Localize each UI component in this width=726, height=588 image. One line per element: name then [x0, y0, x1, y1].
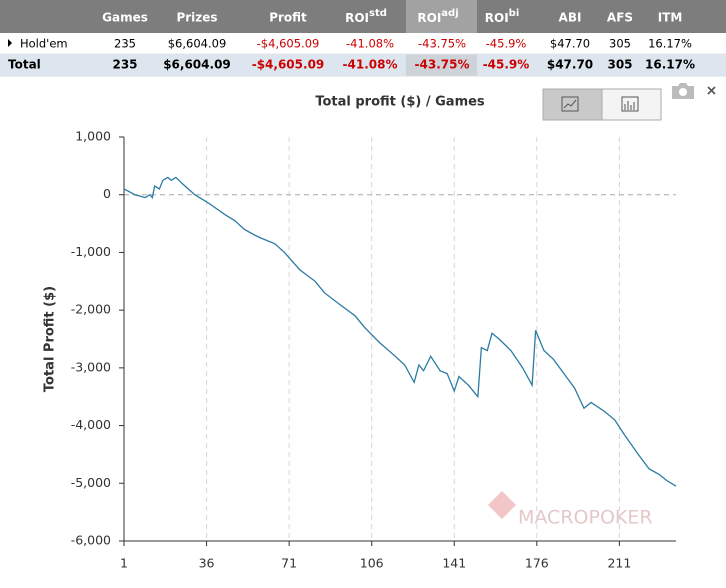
chart-type-toggle	[542, 88, 662, 121]
table-cell: 305	[609, 37, 631, 51]
table-cell: 235	[114, 37, 136, 51]
table-header-bg	[0, 0, 726, 33]
column-header: ABI	[559, 11, 582, 25]
table-cell: 16.17%	[645, 58, 695, 72]
table-cell: -$4,605.09	[257, 37, 320, 51]
y-tick-label: -3,000	[71, 359, 111, 374]
row-label: Total	[8, 58, 41, 72]
y-tick-label: -1,000	[71, 244, 111, 259]
table-cell: 305	[607, 58, 632, 72]
column-header: Games	[102, 11, 148, 25]
y-tick-label: -4,000	[71, 417, 111, 432]
row-label: Hold'em	[20, 37, 68, 51]
total-row-bg	[0, 54, 726, 76]
expand-arrow[interactable]	[8, 39, 12, 47]
x-tick-label: 71	[281, 556, 297, 571]
table-cell: $6,604.09	[168, 37, 227, 51]
table-cell: 16.17%	[648, 37, 692, 51]
header-text: ROI	[417, 11, 441, 25]
bar-chart-button[interactable]	[601, 88, 662, 121]
y-tick-label: -5,000	[71, 475, 111, 490]
table-cell: 235	[112, 58, 137, 72]
x-tick-label: 1	[120, 556, 128, 571]
y-tick-label: -2,000	[71, 302, 111, 317]
table-cell: -$4,605.09	[252, 58, 325, 72]
table-cell: -45.9%	[486, 37, 527, 51]
table-cell: $6,604.09	[163, 58, 231, 72]
y-axis-label: Total Profit ($)	[43, 286, 58, 392]
table-cell: $47.70	[547, 58, 593, 72]
column-header: AFS	[607, 11, 633, 25]
x-tick-label: 211	[607, 556, 631, 571]
x-tick-label: 141	[442, 556, 466, 571]
table-cell: $47.70	[550, 37, 590, 51]
watermark-logo	[488, 491, 516, 519]
column-header: Prizes	[176, 11, 217, 25]
y-tick-label: 0	[103, 186, 111, 201]
y-tick-label: 1,000	[75, 129, 111, 144]
line-icon	[561, 96, 579, 112]
x-tick-label: 36	[199, 556, 215, 571]
table-cell: -41.08%	[346, 37, 394, 51]
header-text: ROI	[345, 11, 369, 25]
header-sup: bi	[509, 8, 520, 19]
chart-title: Total profit ($) / Games	[315, 95, 485, 110]
table-cell: -45.9%	[483, 58, 530, 72]
watermark: MACROPOKER	[518, 507, 653, 529]
bar-icon	[621, 96, 639, 112]
table-cell: -43.75%	[415, 58, 470, 72]
x-tick-label: 176	[525, 556, 549, 571]
sorted-cell-bg	[406, 54, 477, 76]
column-header: ROIstd	[345, 8, 387, 25]
profit-line	[123, 176, 677, 487]
column-header: ROIadj	[417, 8, 458, 25]
close-icon[interactable]	[707, 86, 716, 95]
sorted-column-header[interactable]	[406, 0, 477, 33]
x-tick-label: 106	[360, 556, 384, 571]
header-sup: std	[369, 8, 387, 19]
header-sup: adj	[441, 8, 458, 19]
column-header: ROIbi	[485, 8, 520, 25]
table-cell: -43.75%	[418, 37, 466, 51]
column-header: ITM	[658, 11, 683, 25]
table-cell: -41.08%	[343, 58, 398, 72]
y-tick-label: -6,000	[71, 533, 111, 548]
camera-lens	[679, 88, 687, 96]
header-text: ROI	[485, 11, 509, 25]
column-header: Profit	[269, 11, 307, 25]
